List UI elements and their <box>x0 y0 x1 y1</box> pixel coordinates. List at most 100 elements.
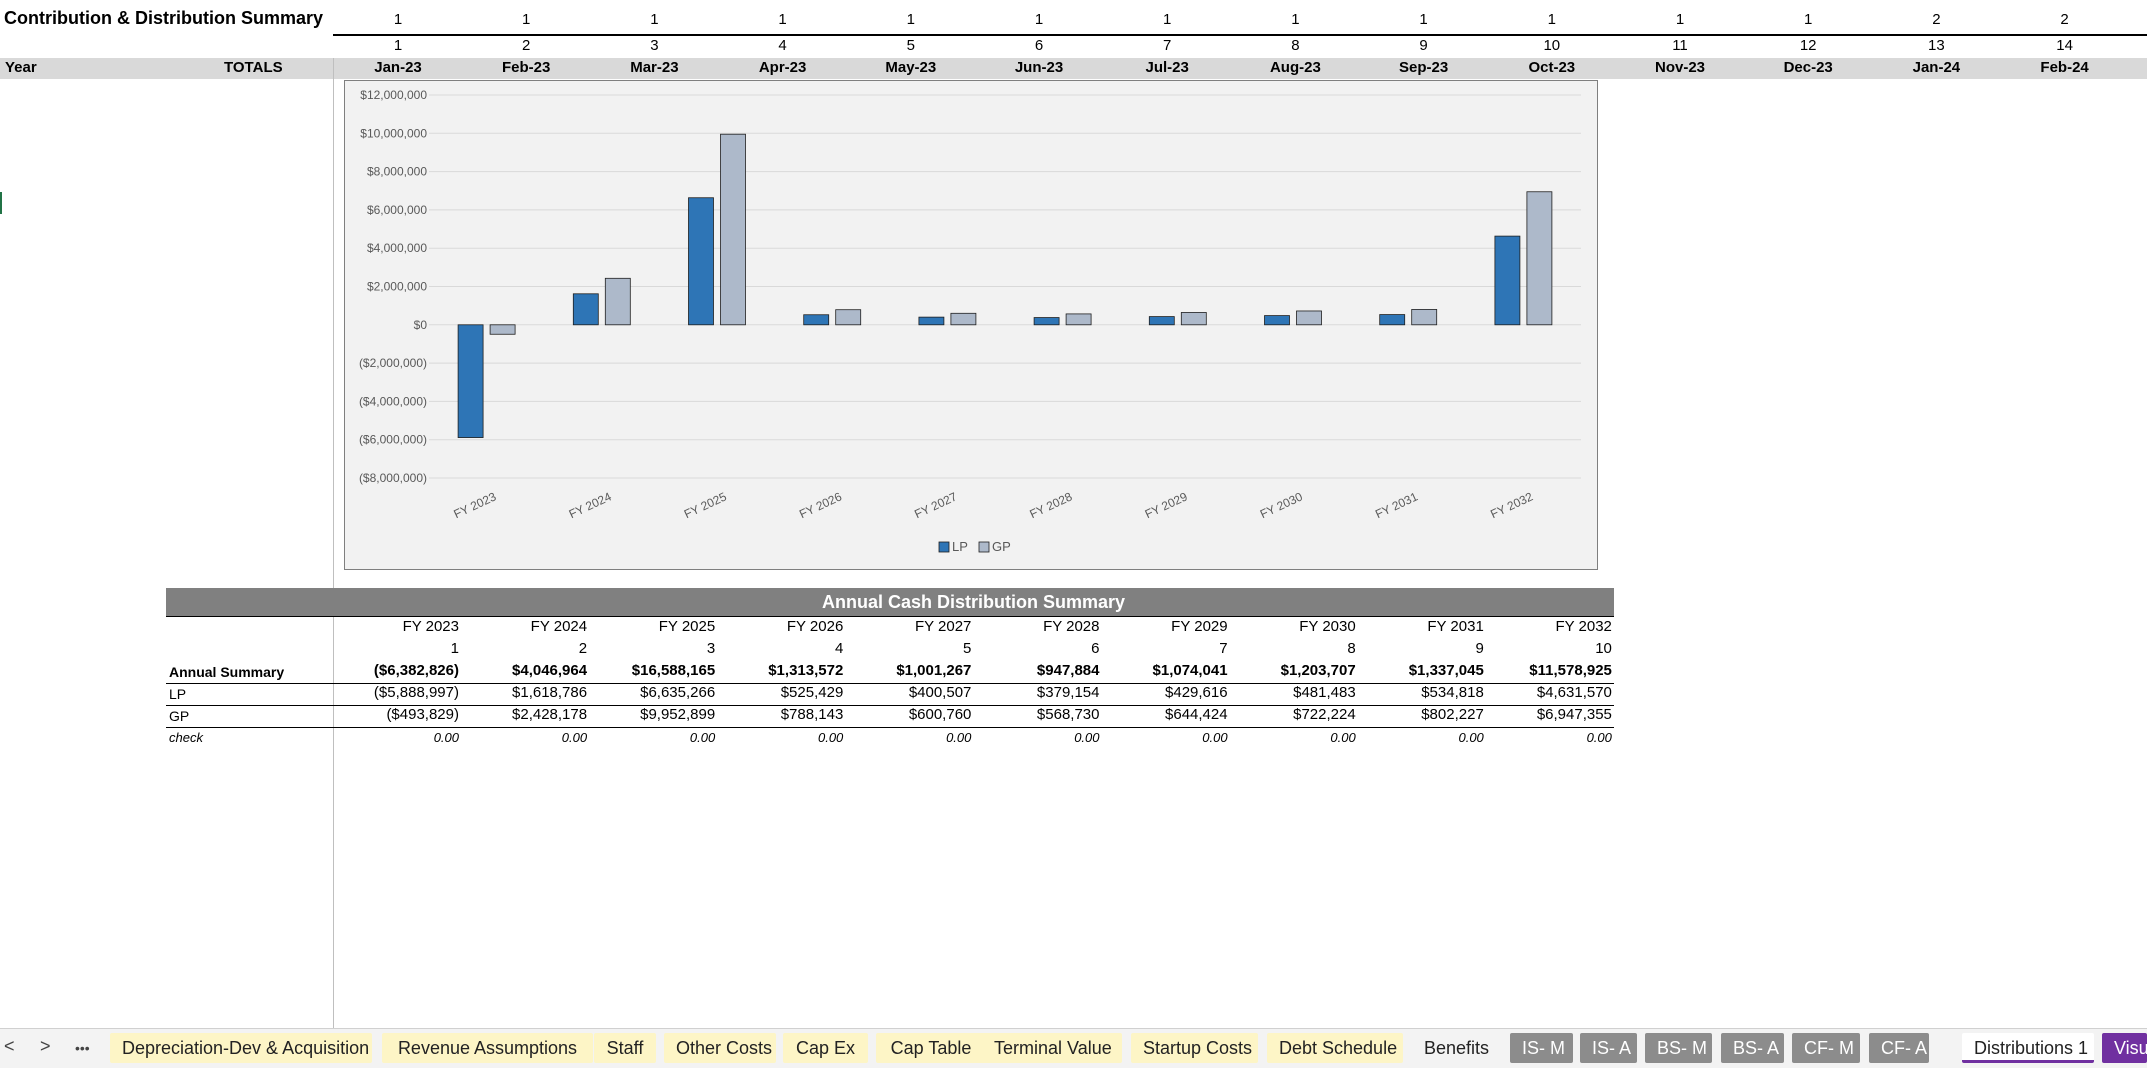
period-number-cell[interactable]: 8 <box>1291 37 1300 54</box>
table-cell[interactable]: $644,424 <box>1165 706 1228 723</box>
table-cell[interactable]: $568,730 <box>1036 706 1100 723</box>
period-number-cell[interactable]: 11 <box>1672 37 1688 54</box>
table-cell[interactable]: $400,507 <box>908 684 972 701</box>
sheet-tab-startup-costs[interactable]: Startup Costs <box>1131 1033 1258 1063</box>
table-cell[interactable]: $1,074,041 <box>1152 662 1228 679</box>
month-header-cell[interactable]: Jan-23 <box>374 59 422 76</box>
table-cell[interactable]: $788,143 <box>780 706 844 723</box>
fy-index-cell[interactable]: 6 <box>1091 640 1100 657</box>
sheet-tab-cf-a[interactable]: CF- A <box>1869 1033 1929 1063</box>
fy-year-header[interactable]: FY 2028 <box>1043 618 1100 635</box>
table-cell[interactable]: $1,313,572 <box>768 662 844 679</box>
table-cell[interactable]: 0.00 <box>1202 730 1228 745</box>
table-cell[interactable]: $534,818 <box>1421 684 1484 701</box>
fy-index-cell[interactable]: 5 <box>963 640 972 657</box>
table-cell[interactable]: ($5,888,997) <box>373 684 459 701</box>
month-header-cell[interactable]: Aug-23 <box>1269 59 1321 76</box>
fy-year-header[interactable]: FY 2027 <box>914 618 972 635</box>
month-header-cell[interactable]: Jan-24 <box>1912 59 1961 76</box>
year-number-cell[interactable]: 1 <box>1675 11 1685 28</box>
more-tabs-button[interactable]: ••• <box>75 1040 90 1056</box>
sheet-tab-debt-schedule[interactable]: Debt Schedule <box>1267 1033 1403 1063</box>
period-number-cell[interactable]: 9 <box>1419 37 1428 54</box>
year-number-cell[interactable]: 1 <box>1804 11 1813 28</box>
table-cell[interactable]: $11,578,925 <box>1529 662 1612 679</box>
table-cell[interactable]: 0.00 <box>817 730 844 745</box>
table-cell[interactable]: 0.00 <box>1458 730 1484 745</box>
table-cell[interactable]: $525,429 <box>780 684 844 701</box>
fy-index-cell[interactable]: 2 <box>578 640 588 657</box>
sheet-tab-bs-m[interactable]: BS- M <box>1645 1033 1712 1063</box>
month-header-cell[interactable]: Nov-23 <box>1654 59 1706 76</box>
table-cell[interactable]: $481,483 <box>1293 684 1356 701</box>
sheet-tab-is-a[interactable]: IS- A <box>1580 1033 1637 1063</box>
fy-year-header[interactable]: FY 2032 <box>1555 618 1612 635</box>
table-cell[interactable]: $16,588,165 <box>631 662 716 679</box>
table-cell[interactable]: $600,760 <box>908 706 972 723</box>
fy-year-header[interactable]: FY 2023 <box>402 618 459 635</box>
period-number-cell[interactable]: 1 <box>393 37 403 54</box>
distribution-chart[interactable]: $12,000,000 $10,000,000 $8,000,000 $6,000,0… <box>344 80 1598 570</box>
sheet-tab-other-costs[interactable]: Other Costs <box>664 1033 776 1063</box>
table-cell[interactable]: $4,631,570 <box>1536 684 1612 701</box>
year-number-cell[interactable]: 1 <box>1547 11 1556 28</box>
fy-index-cell[interactable]: 9 <box>1475 640 1484 657</box>
sheet-tab-cap-ex[interactable]: Cap Ex <box>783 1033 868 1063</box>
fy-year-header[interactable]: FY 2024 <box>530 618 588 635</box>
tab-scroll-right-button[interactable]: > <box>40 1036 51 1056</box>
table-cell[interactable]: $1,001,267 <box>896 662 972 679</box>
month-header-cell[interactable]: Feb-23 <box>502 59 551 76</box>
row-label-annual-summary[interactable]: Annual Summary <box>169 664 285 680</box>
sheet-tab-bs-a[interactable]: BS- A <box>1721 1033 1784 1063</box>
sheet-tab-distributions-1[interactable]: Distributions 1 <box>1962 1033 2094 1063</box>
table-cell[interactable]: $1,618,786 <box>512 684 588 701</box>
table-cell[interactable]: ($493,829) <box>386 706 459 723</box>
table-cell[interactable]: $4,046,964 <box>512 662 588 679</box>
sheet-tab-benefits[interactable]: Benefits <box>1424 1038 1490 1058</box>
month-header-cell[interactable]: Oct-23 <box>1528 59 1576 76</box>
month-header-cell[interactable]: Jun-23 <box>1014 59 1064 76</box>
sheet-tab-is-m[interactable]: IS- M <box>1510 1033 1573 1063</box>
table-cell[interactable]: $947,884 <box>1036 662 1100 679</box>
table-cell[interactable]: $1,203,707 <box>1280 662 1356 679</box>
table-cell[interactable]: $6,635,266 <box>640 684 716 701</box>
year-number-cell[interactable]: 1 <box>1034 11 1044 28</box>
year-number-cell[interactable]: 1 <box>393 11 403 28</box>
fy-index-cell[interactable]: 1 <box>450 640 459 657</box>
fy-year-header[interactable]: FY 2030 <box>1299 618 1356 635</box>
period-number-cell[interactable]: 13 <box>1928 37 1945 54</box>
fy-year-header[interactable]: FY 2029 <box>1171 618 1228 635</box>
year-number-cell[interactable]: 1 <box>1419 11 1428 28</box>
table-cell[interactable]: $9,952,899 <box>640 706 716 723</box>
month-header-cell[interactable]: May-23 <box>885 59 937 76</box>
row-label-check[interactable]: check <box>169 730 203 745</box>
year-number-cell[interactable]: 1 <box>1291 11 1300 28</box>
fy-index-cell[interactable]: 8 <box>1347 640 1356 657</box>
month-header-cell[interactable]: Dec-23 <box>1783 59 1833 76</box>
fy-index-cell[interactable]: 3 <box>706 640 716 657</box>
table-cell[interactable]: 0.00 <box>1074 730 1100 745</box>
fy-index-cell[interactable]: 7 <box>1219 640 1228 657</box>
month-header-cell[interactable]: Apr-23 <box>758 59 807 76</box>
sheet-tab-visu[interactable]: Visu <box>2102 1033 2147 1063</box>
row-label-gp[interactable]: GP <box>169 708 190 724</box>
totals-column-header[interactable]: TOTALS <box>224 59 283 76</box>
period-number-cell[interactable]: 5 <box>906 37 915 54</box>
table-cell[interactable]: 0.00 <box>689 730 716 745</box>
table-cell[interactable]: 0.00 <box>561 730 588 745</box>
table-cell[interactable]: $6,947,355 <box>1536 706 1612 723</box>
month-header-cell[interactable]: Sep-23 <box>1398 59 1449 76</box>
table-cell[interactable]: 0.00 <box>1330 730 1356 745</box>
sheet-tab-terminal-value[interactable]: Terminal Value <box>982 1033 1122 1063</box>
year-number-cell[interactable]: 2 <box>1932 11 1941 28</box>
sheet-tab-depreciation-dev-acquisition[interactable]: Depreciation-Dev & Acquisition <box>110 1033 372 1063</box>
fy-year-header[interactable]: FY 2025 <box>658 618 716 635</box>
table-cell[interactable]: $802,227 <box>1421 706 1484 723</box>
month-header-cell[interactable]: Mar-23 <box>630 59 679 76</box>
year-number-cell[interactable]: 1 <box>906 11 915 28</box>
month-header-cell[interactable]: Jul-23 <box>1145 59 1189 76</box>
table-cell[interactable]: $1,337,045 <box>1408 662 1484 679</box>
sheet-tab-cap-table[interactable]: Cap Table <box>876 1033 986 1063</box>
period-number-cell[interactable]: 10 <box>1543 37 1561 54</box>
sheet-tab-cf-m[interactable]: CF- M <box>1792 1033 1860 1063</box>
